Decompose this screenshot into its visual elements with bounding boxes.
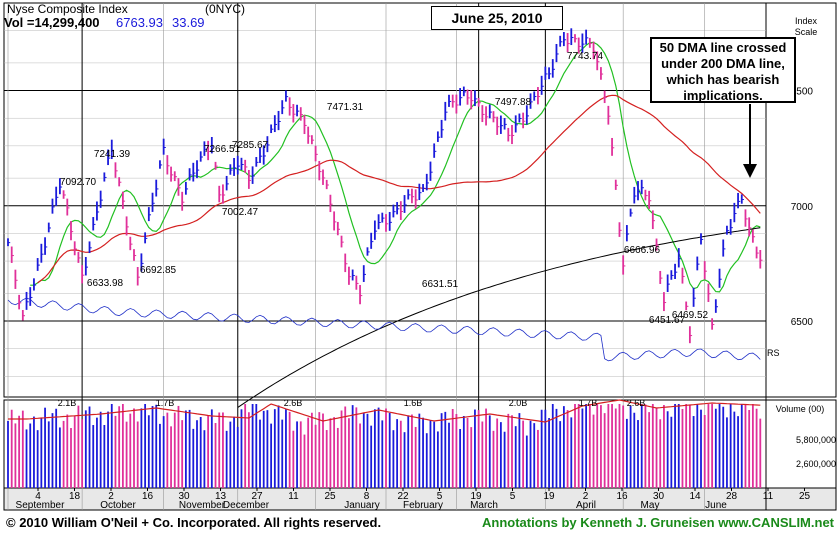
day-tick-label: 2	[108, 491, 114, 502]
date-box: June 25, 2010	[431, 6, 563, 30]
volume-peak-label: 2.0B	[509, 398, 528, 408]
day-tick-label: 25	[324, 491, 336, 502]
volume-peak-label: 2.6B	[627, 398, 646, 408]
price-label: 7092.70	[60, 177, 97, 188]
day-tick-label: 30	[653, 491, 665, 502]
day-tick-label: 16	[142, 491, 154, 502]
month-label: March	[470, 500, 498, 511]
month-label: May	[641, 500, 660, 511]
price-tick-label: 6500	[791, 317, 814, 328]
volume-peak-label: 1.6B	[404, 398, 423, 408]
day-tick-label: 4	[35, 491, 41, 502]
day-tick-label: 19	[470, 491, 482, 502]
ma-200-line	[237, 227, 761, 408]
day-tick-label: 11	[763, 491, 774, 502]
volume-bars	[7, 399, 762, 488]
price-label: 6692.85	[140, 265, 177, 276]
day-tick-label: 27	[251, 491, 263, 502]
copyright-text: © 2010 William O'Neil + Co. Incorporated…	[6, 515, 382, 530]
day-tick-label: 16	[616, 491, 628, 502]
price-label: 6666.96	[624, 245, 661, 256]
day-tick-label: 14	[689, 491, 701, 502]
footer: © 2010 William O'Neil + Co. Incorporated…	[0, 512, 840, 534]
volume-peak-label: 2.1B	[58, 398, 77, 408]
rs-label: RS	[767, 348, 780, 358]
day-tick-label: 2	[583, 491, 589, 502]
last-price: 6763.93	[116, 15, 163, 30]
volume-tick-label: 5,800,000	[796, 435, 836, 445]
price-label: 7266.51	[204, 144, 241, 155]
day-tick-label: 25	[799, 491, 811, 502]
day-tick-label: 8	[364, 491, 370, 502]
price-label: 7471.31	[327, 102, 364, 113]
price-label: 6633.98	[87, 278, 124, 289]
index-symbol: (0NYC)	[205, 2, 246, 16]
day-tick-label: 5	[510, 491, 516, 502]
rs-line	[7, 297, 761, 362]
volume-tick-label: 2,600,000	[796, 459, 836, 469]
ma-50-line	[37, 94, 761, 284]
price-axis-title: Scale	[795, 27, 818, 37]
day-tick-label: 11	[288, 491, 299, 502]
day-tick-label: 5	[437, 491, 443, 502]
note-line: 50 DMA line crossed	[659, 40, 787, 55]
month-label: October	[100, 500, 136, 511]
note-line: under 200 DMA line,	[661, 56, 785, 71]
volume-peak-label: 2.6B	[284, 398, 303, 408]
price-label: 6469.52	[672, 310, 709, 321]
price-label: 7241.39	[94, 149, 131, 160]
annotation-arrowhead	[743, 164, 757, 178]
day-tick-label: 30	[178, 491, 190, 502]
price-axis-title: Index	[795, 16, 818, 26]
price-tick-label: 7000	[791, 202, 814, 213]
month-label: November	[179, 500, 226, 511]
price-label: 6631.51	[422, 279, 459, 290]
index-name: Nyse Composite Index	[7, 2, 128, 16]
price-label: 7743.74	[567, 51, 604, 62]
volume-peak-label: 1.7B	[156, 398, 175, 408]
day-tick-label: 13	[215, 491, 227, 502]
volume-average-line	[8, 399, 761, 423]
price-tick-label: 7500	[791, 87, 814, 98]
annotation-note: 50 DMA line crossed under 200 DMA line, …	[650, 37, 796, 103]
moving-average-lines	[7, 41, 761, 408]
volume-readout: Vol =14,299,400	[4, 15, 100, 30]
price-label: 7285.67	[232, 140, 269, 151]
day-tick-label: 18	[69, 491, 81, 502]
month-label: September	[16, 500, 66, 511]
month-label: April	[576, 500, 596, 511]
month-label: December	[223, 500, 270, 511]
note-line: which has bearish	[666, 72, 780, 87]
price-label: 7497.88	[495, 97, 532, 108]
month-label: June	[705, 500, 727, 511]
month-label: January	[344, 500, 380, 511]
price-change: 33.69	[172, 15, 205, 30]
price-label: 7002.47	[222, 207, 259, 218]
price-label: 6451.67	[649, 315, 686, 326]
price-bars	[7, 28, 763, 344]
day-tick-label: 22	[397, 491, 409, 502]
volume-peak-label: 1.7B	[579, 398, 598, 408]
day-tick-label: 28	[726, 491, 738, 502]
day-tick-label: 19	[543, 491, 555, 502]
month-label: February	[403, 500, 443, 511]
price-panel-frame	[3, 2, 837, 398]
volume-axis-title: Volume (00)	[776, 404, 825, 414]
annotations-credit: Annotations by Kenneth J. Gruneisen www.…	[482, 515, 834, 530]
note-line: implications.	[683, 88, 763, 103]
